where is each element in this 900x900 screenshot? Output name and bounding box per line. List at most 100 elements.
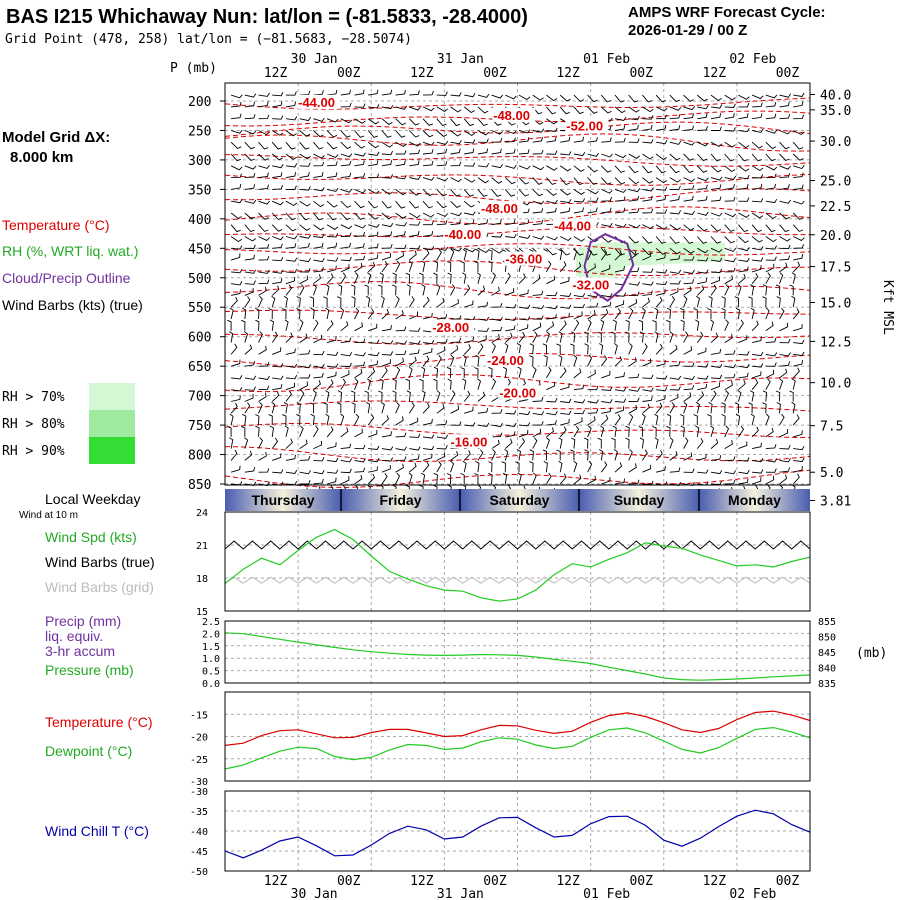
wind-barb xyxy=(381,446,394,451)
wind-barb xyxy=(258,244,270,249)
height-tick-label: 12.5 xyxy=(820,335,851,350)
wind-barb xyxy=(447,272,452,284)
wind-barb xyxy=(765,272,771,284)
wind-barb xyxy=(628,397,640,402)
wind-barb xyxy=(628,357,637,367)
wind-barb xyxy=(683,177,695,183)
wind-barb xyxy=(323,296,328,308)
wind-barb xyxy=(272,243,283,249)
wind-barb xyxy=(793,184,804,190)
wind-barb xyxy=(697,247,709,254)
wind-barb xyxy=(505,164,517,169)
wind-barb xyxy=(326,273,334,285)
wind-barb xyxy=(380,295,385,308)
temperature-contour-label: -44.00 xyxy=(554,219,591,234)
wind-barb xyxy=(669,451,678,461)
wind-barb xyxy=(779,338,791,344)
wind-barb xyxy=(655,394,666,402)
wind-barb xyxy=(326,477,337,485)
wind-barb xyxy=(340,232,352,237)
wind-barb xyxy=(327,172,338,179)
wind-barb xyxy=(272,453,282,461)
wind-barb xyxy=(271,141,282,150)
wind-barb xyxy=(450,460,455,473)
wind-barb xyxy=(793,200,805,205)
temperature-tick-label: -30 xyxy=(190,777,208,788)
wind-barb xyxy=(258,153,269,161)
wind-barb xyxy=(436,189,447,197)
temperature-contour xyxy=(224,469,811,488)
wind-barb xyxy=(765,236,777,243)
wind-barb xyxy=(738,441,748,450)
wind-barb xyxy=(639,437,644,449)
wind-barb xyxy=(299,172,310,179)
wind-barb xyxy=(546,136,557,143)
wind-barb xyxy=(628,115,640,121)
wind-barb xyxy=(560,292,572,297)
top-date-label-2: 31 Jan xyxy=(437,52,484,67)
wind-barb xyxy=(326,212,337,221)
wind-speed-tick-label: 21 xyxy=(196,541,208,552)
wind-barb xyxy=(491,303,503,308)
wind-barb xyxy=(791,295,796,308)
temperature-contour xyxy=(224,173,811,186)
wind-barb xyxy=(738,141,750,149)
wind-barb xyxy=(532,428,542,438)
wind-barb xyxy=(587,408,599,414)
wind-barb xyxy=(313,266,324,273)
wind-barb xyxy=(231,173,242,179)
wind-barb xyxy=(614,188,627,193)
wind-barb xyxy=(598,449,604,461)
wind-barb xyxy=(573,293,586,298)
wind-barb xyxy=(272,347,282,355)
wind-barb xyxy=(724,153,735,162)
top-tick-label-7: 12Z xyxy=(703,66,727,81)
wind-barb xyxy=(559,189,571,196)
wind-barb xyxy=(559,320,567,332)
wind-barb xyxy=(340,130,351,138)
wind-barb xyxy=(779,101,790,108)
temperature-tick-label: -20 xyxy=(190,733,208,744)
wind-barb xyxy=(793,445,805,451)
wind-barb xyxy=(491,432,503,438)
wind-barb xyxy=(244,101,256,108)
wind-barb xyxy=(285,116,298,121)
wind-barb xyxy=(395,118,407,126)
bottom-tick-label-6: 00Z xyxy=(629,874,653,889)
wind-barb xyxy=(655,253,666,261)
wind-barb xyxy=(721,296,726,308)
wind-barb xyxy=(614,207,626,214)
wind-barb xyxy=(546,381,556,391)
wind-barb xyxy=(351,402,356,414)
wind-barb xyxy=(532,165,545,171)
wind-barb xyxy=(655,236,666,244)
wind-barb xyxy=(313,200,325,208)
wind-barb xyxy=(258,212,269,220)
wind-barb xyxy=(504,189,516,197)
wind-barb xyxy=(340,362,352,368)
wind-barb xyxy=(738,257,750,262)
wind-barb xyxy=(368,89,379,96)
wind-barb xyxy=(395,416,404,426)
wind-barb xyxy=(775,390,781,402)
wind-barb xyxy=(559,473,567,485)
wind-barb xyxy=(532,322,542,332)
wind-barb xyxy=(600,461,608,473)
wind-barb xyxy=(601,370,611,379)
wind-barb xyxy=(299,333,308,343)
wind-barb xyxy=(395,350,407,355)
wind-barb xyxy=(299,275,309,285)
wind-barb xyxy=(642,124,653,131)
wind-barb xyxy=(477,407,489,414)
wind-barb xyxy=(436,246,449,251)
wind-barb xyxy=(354,231,366,237)
wind-barb xyxy=(683,113,694,120)
wind-barb xyxy=(546,427,555,438)
wind-barb xyxy=(436,148,448,155)
wind-barb xyxy=(792,367,800,379)
wind-barb xyxy=(765,212,777,220)
wind-barb xyxy=(340,337,352,344)
wind-barb xyxy=(601,477,611,485)
wind-barb xyxy=(779,244,791,250)
wind-barb xyxy=(340,172,352,179)
